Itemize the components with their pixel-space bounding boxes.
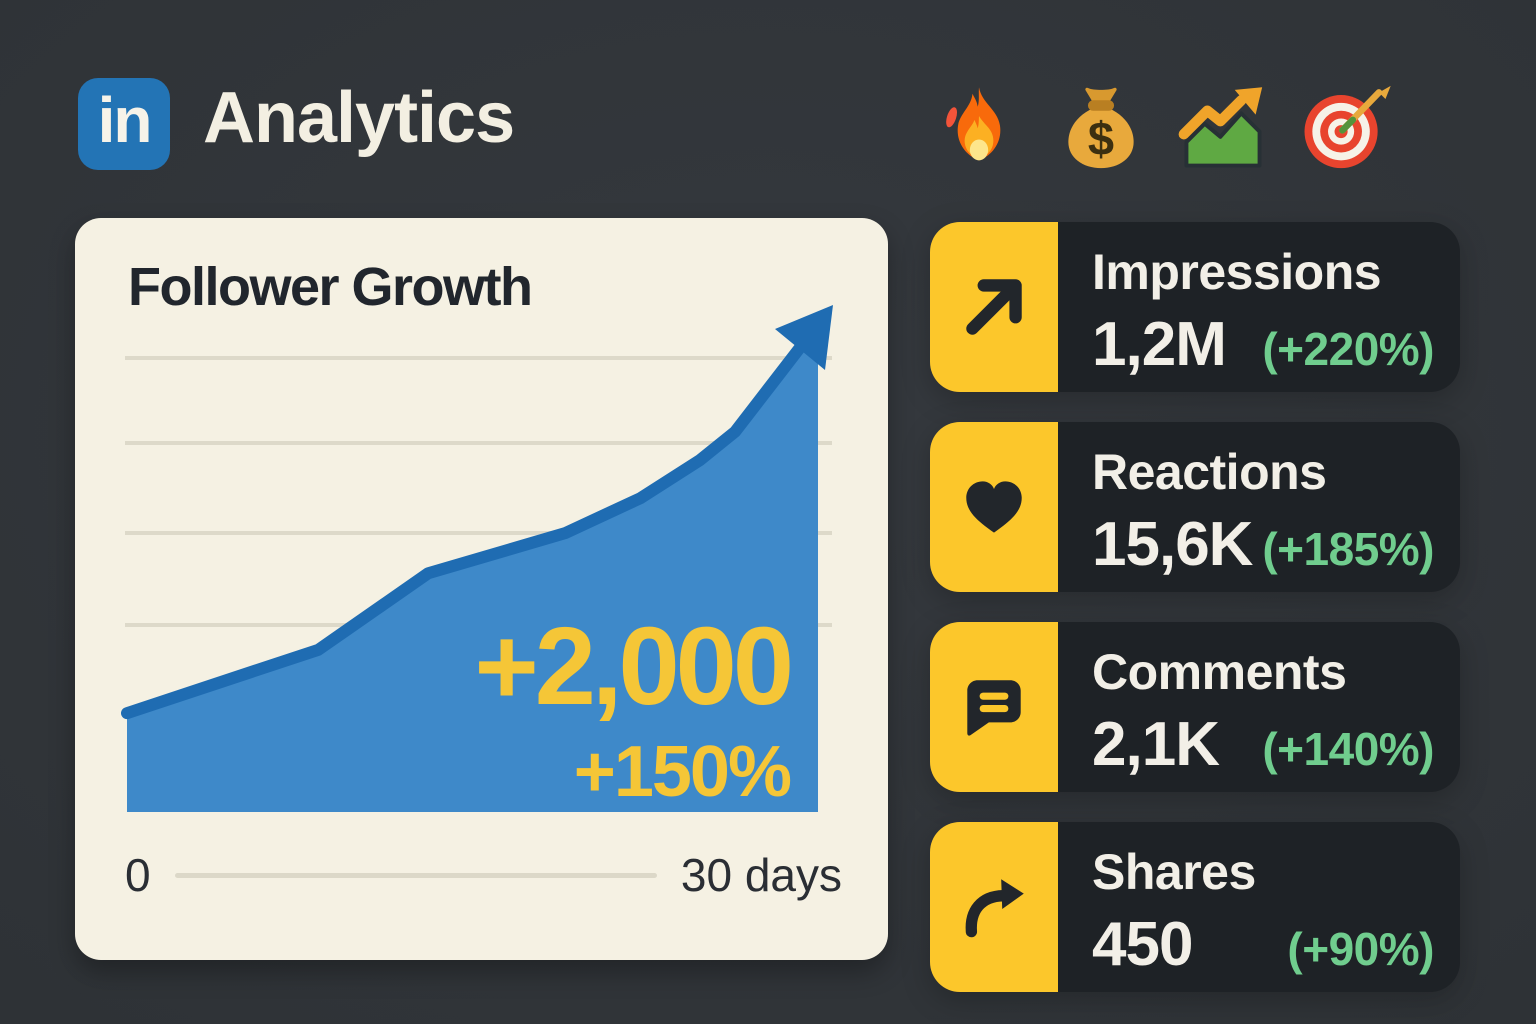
- x-axis-line: [174, 872, 657, 878]
- stat-percent: (+185%): [1262, 523, 1434, 575]
- svg-text:$: $: [1088, 112, 1114, 165]
- direct-hit-emoji-icon: [1304, 85, 1391, 169]
- heart-icon: [966, 481, 1022, 533]
- chat-bubble-icon: [967, 680, 1021, 736]
- stat-card-reactions: Reactions 15,6K (+185%): [930, 422, 1460, 592]
- x-axis-start-label: 0: [125, 849, 151, 901]
- stat-value: 450: [1092, 910, 1193, 979]
- growth-percent: +150%: [573, 732, 792, 812]
- stat-percent: (+220%): [1262, 323, 1434, 375]
- page-title: Analytics: [203, 78, 515, 158]
- chart-title: Follower Growth: [128, 257, 533, 317]
- impressions-icon-box: [930, 222, 1058, 392]
- growth-value: +2,000: [474, 605, 794, 728]
- stat-label: Shares: [1092, 844, 1256, 900]
- stat-value: 1,2M: [1092, 310, 1227, 379]
- stat-label: Comments: [1092, 644, 1347, 700]
- stat-label: Reactions: [1092, 444, 1327, 500]
- emoji-row: $: [932, 80, 1392, 178]
- follower-growth-card: Follower Growth +2,000 +150% 0 30 days: [75, 218, 888, 960]
- shares-body: Shares 450 (+90%): [1058, 822, 1460, 992]
- stat-value: 15,6K: [1092, 510, 1253, 579]
- reactions-icon-box: [930, 422, 1058, 592]
- chart-highlight: +2,000 +150%: [474, 605, 794, 812]
- shares-icon-box: [930, 822, 1058, 992]
- trend-arrow-head-icon: [775, 305, 833, 370]
- stat-card-shares: Shares 450 (+90%): [930, 822, 1460, 992]
- fire-emoji-icon: [946, 87, 1001, 161]
- arrow-up-right-icon: [966, 279, 1022, 335]
- linkedin-logo: in: [78, 78, 170, 170]
- stat-value-row: 15,6K (+185%): [1092, 514, 1434, 576]
- linkedin-logo-text: in: [97, 84, 153, 156]
- comments-icon-box: [930, 622, 1058, 792]
- money-bag-emoji-icon: $: [1068, 87, 1134, 169]
- chart-area-fill: [127, 324, 818, 812]
- impressions-body: Impressions 1,2M (+220%): [1058, 222, 1460, 392]
- stat-card-comments: Comments 2,1K (+140%): [930, 622, 1460, 792]
- chart-trend-line: [121, 329, 816, 720]
- x-axis-end-label: 30 days: [680, 849, 842, 901]
- stat-label: Impressions: [1092, 244, 1382, 300]
- chart-increasing-emoji-icon: [1178, 87, 1263, 168]
- stat-card-impressions: Impressions 1,2M (+220%): [930, 222, 1460, 392]
- share-arrow-icon: [965, 879, 1024, 938]
- comments-body: Comments 2,1K (+140%): [1058, 622, 1460, 792]
- reactions-body: Reactions 15,6K (+185%): [1058, 422, 1460, 592]
- follower-growth-chart: [121, 305, 833, 812]
- stat-value-row: 2,1K (+140%): [1092, 714, 1434, 776]
- stat-value: 2,1K: [1092, 710, 1220, 779]
- stat-percent: (+140%): [1262, 723, 1434, 775]
- stat-percent: (+90%): [1287, 923, 1434, 975]
- x-axis: 0 30 days: [125, 849, 842, 901]
- stat-value-row: 450 (+90%): [1092, 914, 1434, 976]
- stat-value-row: 1,2M (+220%): [1092, 314, 1434, 376]
